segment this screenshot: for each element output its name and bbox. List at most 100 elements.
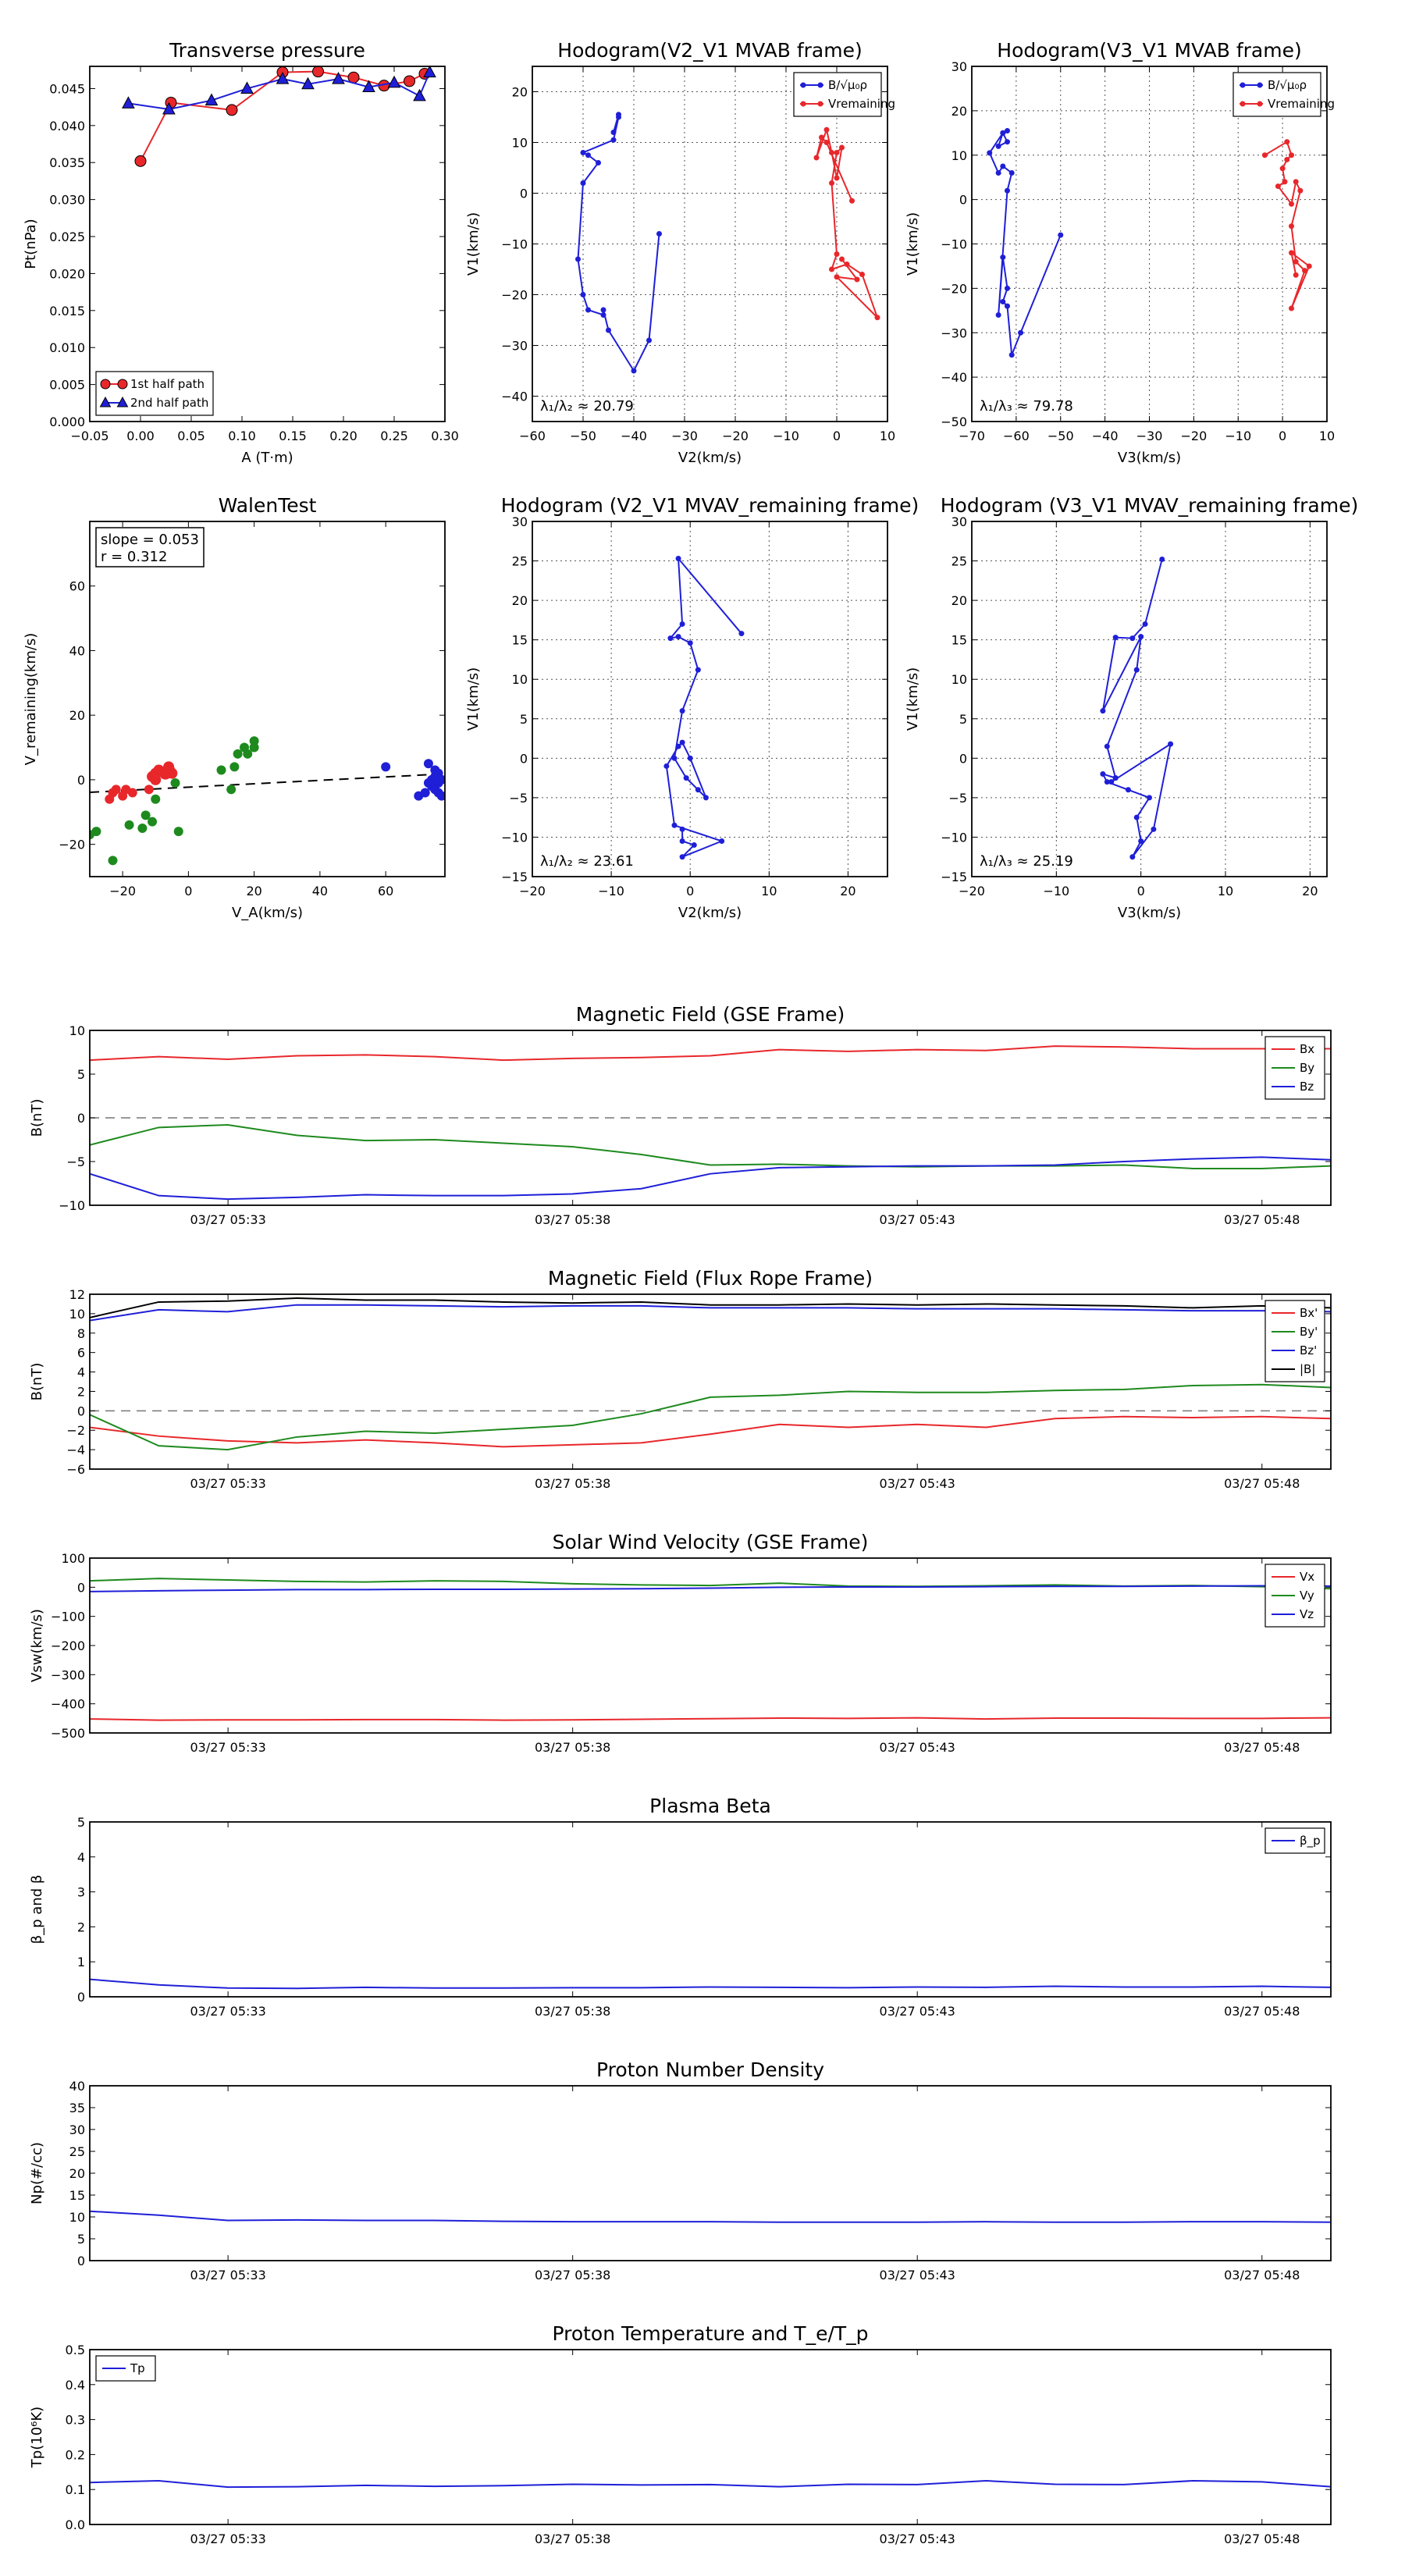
y-tick-label: 100	[61, 1551, 85, 1566]
data-point	[702, 795, 709, 801]
plot-area	[575, 112, 880, 374]
data-point	[148, 817, 158, 827]
x-tick-label: −10	[598, 884, 624, 898]
chart-ts1: Magnetic Field (GSE Frame) −10 −5 0 5 10 03/27…	[29, 1003, 1332, 1227]
chart-title: Magnetic Field (GSE Frame)	[576, 1003, 845, 1026]
y-tick-label: 20	[951, 593, 967, 608]
legend-label: B/√μ₀ρ	[1268, 78, 1307, 92]
data-point	[144, 785, 154, 795]
x-tick-label: 0.25	[380, 429, 408, 443]
data-point	[249, 736, 259, 746]
x-tick-label: 0.10	[228, 429, 256, 443]
axes-frame	[532, 521, 888, 877]
x-tick-label: −40	[621, 429, 647, 443]
y-tick-label: 0.000	[49, 415, 85, 429]
series-Bx'	[90, 1415, 1331, 1448]
y-tick-label: 0	[520, 751, 528, 766]
y-axis-label: Tp(10⁶K)	[29, 2407, 45, 2468]
x-tick-label: −40	[1092, 429, 1119, 443]
series-β_p	[90, 1978, 1331, 1990]
y-tick-label: 10	[951, 148, 967, 163]
y-tick-label: 25	[512, 554, 528, 569]
chart-title: Solar Wind Velocity (GSE Frame)	[553, 1531, 869, 1553]
x-tick-label: 03/27 05:38	[535, 2268, 610, 2282]
y-tick-label: 20	[69, 708, 85, 723]
series-0	[663, 556, 745, 860]
x-tick-label: 03/27 05:48	[1224, 1476, 1300, 1491]
data-point	[656, 231, 662, 237]
data-point	[575, 256, 581, 262]
y-tick-label: 0.045	[49, 81, 85, 96]
data-point	[420, 788, 430, 798]
chart-ts3: Solar Wind Velocity (GSE Frame) −500 −400 −…	[29, 1531, 1332, 1755]
y-tick-label: 10	[512, 672, 528, 687]
data-point	[859, 272, 865, 277]
y-tick-label: −5	[509, 791, 528, 806]
x-tick-label: 03/27 05:43	[880, 1476, 955, 1491]
data-point	[600, 312, 606, 318]
data-point	[616, 112, 621, 118]
legend-label: 1st half path	[130, 377, 205, 391]
y-tick-label: 5	[77, 1067, 85, 1082]
x-tick-label: 10	[1218, 884, 1233, 898]
chart-title: Plasma Beta	[649, 1795, 771, 1817]
chart-title: Proton Temperature and T_e/T_p	[552, 2322, 868, 2345]
legend: B/√μ₀ρ Vremaining	[1232, 72, 1335, 117]
y-tick-label: 0	[77, 1990, 85, 2005]
series-line	[90, 2479, 1331, 2489]
legend: Bx' By' Bz' |B|	[1264, 1300, 1325, 1382]
data-point	[111, 785, 121, 795]
data-point	[1306, 263, 1312, 269]
data-point	[600, 307, 606, 313]
y-tick-label: 0.020	[49, 266, 85, 281]
y-tick-label: −20	[941, 281, 967, 296]
y-tick-label: 0.1	[66, 2482, 85, 2497]
x-tick-label: 03/27 05:33	[190, 1476, 265, 1491]
axes-frame	[89, 1557, 1332, 1734]
x-tick-label: −50	[570, 429, 596, 443]
y-tick-label: 40	[69, 643, 85, 658]
series-line	[816, 126, 878, 318]
data-point	[610, 137, 617, 143]
data-point	[1284, 139, 1290, 145]
data-point	[1000, 130, 1006, 136]
data-point	[667, 635, 674, 642]
chart-title: Hodogram(V2_V1 MVAB frame)	[557, 39, 862, 62]
series-line	[90, 1978, 1331, 1990]
y-tick-label: 0.0	[66, 2517, 85, 2532]
chart-title: Transverse pressure	[169, 39, 365, 62]
y-tick-label: 0.005	[49, 378, 85, 393]
series-line	[90, 1123, 1331, 1169]
y-axis-label: β_p and β	[29, 1875, 45, 1944]
chart-h4: Hodogram (V3_V1 MVAV_remaining frame) −15…	[905, 494, 1358, 921]
series-Vremaining	[813, 126, 880, 321]
x-tick-label: 0.05	[177, 429, 205, 443]
data-point	[823, 126, 830, 133]
data-point	[829, 180, 834, 186]
data-point	[874, 315, 880, 321]
y-tick-label: −50	[941, 415, 967, 429]
x-tick-label: 10	[880, 429, 895, 443]
x-tick-label: 0	[833, 429, 841, 443]
data-point	[675, 743, 681, 749]
legend-label: Bx	[1300, 1042, 1314, 1056]
x-tick-label: 03/27 05:43	[880, 2004, 955, 2019]
data-point	[312, 66, 324, 78]
data-point	[1293, 179, 1299, 185]
data-point	[1008, 352, 1015, 358]
x-tick-label: 0.15	[279, 429, 307, 443]
y-tick-label: 30	[951, 514, 967, 529]
x-tick-label: −50	[1048, 429, 1074, 443]
data-point	[1108, 779, 1115, 785]
y-tick-label: 0.035	[49, 155, 85, 170]
series-line	[90, 1383, 1331, 1451]
data-point	[1112, 775, 1119, 781]
data-point	[1133, 814, 1140, 820]
y-tick-label: 5	[77, 1815, 85, 1830]
y-tick-label: 0.040	[49, 119, 85, 133]
y-tick-label: 6	[77, 1346, 85, 1361]
y-tick-label: 0.025	[49, 229, 85, 244]
plot-area	[90, 1297, 1331, 1451]
x-tick-label: 03/27 05:48	[1224, 2532, 1300, 2546]
data-point	[695, 667, 701, 673]
